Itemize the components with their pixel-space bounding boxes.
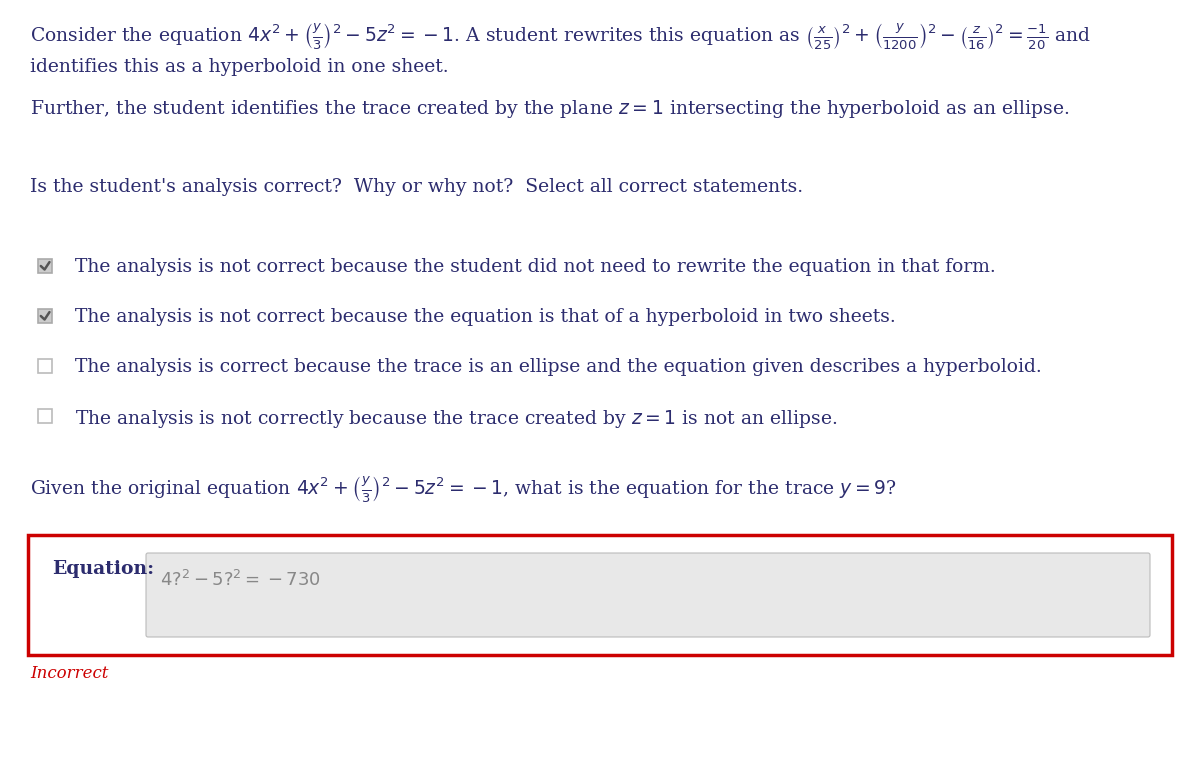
Text: Is the student's analysis correct?  Why or why not?  Select all correct statemen: Is the student's analysis correct? Why o…: [30, 178, 803, 196]
FancyBboxPatch shape: [38, 359, 52, 373]
Text: Consider the equation $4x^2 + \left(\frac{y}{3}\right)^2 - 5z^2 = -1$. A student: Consider the equation $4x^2 + \left(\fra…: [30, 22, 1091, 52]
Text: The analysis is correct because the trace is an ellipse and the equation given d: The analysis is correct because the trac…: [74, 358, 1042, 376]
Text: Given the original equation $4x^2 + \left(\frac{y}{3}\right)^2 - 5z^2 = -1$, wha: Given the original equation $4x^2 + \lef…: [30, 475, 896, 505]
FancyBboxPatch shape: [38, 259, 52, 273]
FancyBboxPatch shape: [146, 553, 1150, 637]
Text: identifies this as a hyperboloid in one sheet.: identifies this as a hyperboloid in one …: [30, 58, 449, 76]
Text: $4?^2 - 5?^2 = -730$: $4?^2 - 5?^2 = -730$: [160, 570, 320, 590]
FancyBboxPatch shape: [28, 535, 1172, 655]
Text: Incorrect: Incorrect: [30, 665, 108, 682]
Text: The analysis is not correctly because the trace created by $z = 1$ is not an ell: The analysis is not correctly because th…: [74, 408, 838, 430]
Text: The analysis is not correct because the equation is that of a hyperboloid in two: The analysis is not correct because the …: [74, 308, 895, 326]
FancyBboxPatch shape: [38, 409, 52, 423]
FancyBboxPatch shape: [38, 309, 52, 323]
Text: Further, the student identifies the trace created by the plane $z = 1$ intersect: Further, the student identifies the trac…: [30, 98, 1069, 120]
Text: Equation:: Equation:: [52, 560, 154, 578]
Text: The analysis is not correct because the student did not need to rewrite the equa: The analysis is not correct because the …: [74, 258, 996, 276]
